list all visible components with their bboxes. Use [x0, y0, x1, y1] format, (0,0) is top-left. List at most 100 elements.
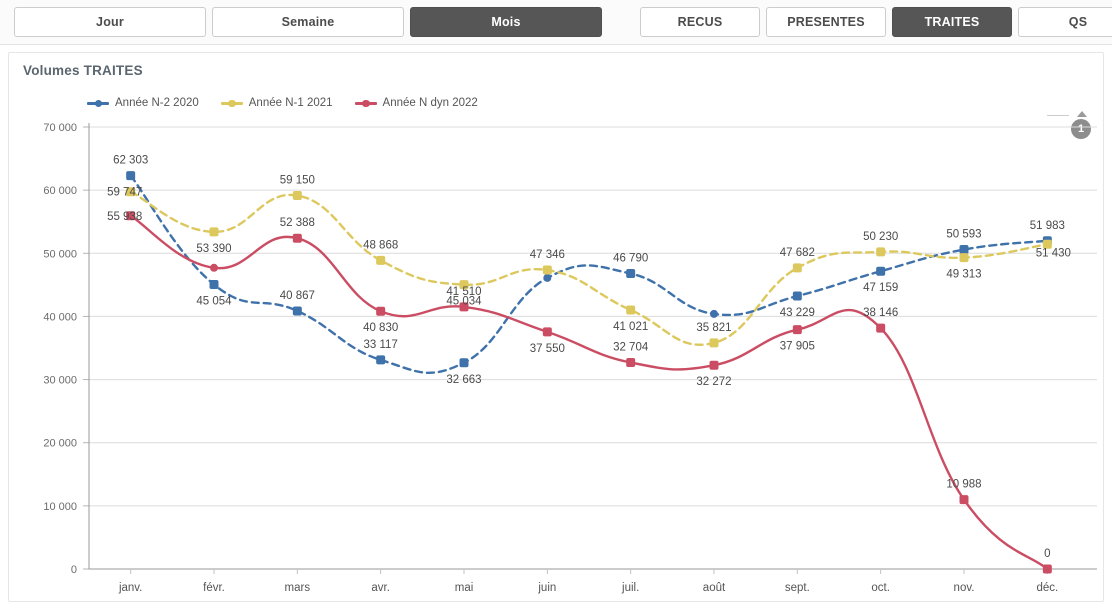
x-axis-label: août: [703, 582, 726, 594]
data-label: 41 021: [613, 321, 648, 333]
legend-item-2[interactable]: Année N-1 2021: [220, 97, 333, 109]
data-point-marker[interactable]: [543, 273, 552, 282]
data-point-marker[interactable]: [959, 245, 969, 255]
data-label: 37 905: [780, 341, 815, 353]
data-point-marker[interactable]: [792, 291, 802, 301]
data-point-marker[interactable]: [542, 265, 552, 275]
x-axis-label: nov.: [954, 582, 975, 594]
data-label: 32 663: [446, 374, 481, 386]
legend-marker-icon: [354, 98, 377, 108]
x-axis-label: déc.: [1036, 582, 1058, 594]
data-label: 59 150: [280, 175, 315, 187]
data-label: 59 747: [107, 187, 142, 199]
data-point-marker[interactable]: [126, 187, 136, 197]
legend-label: Année N-2 2020: [115, 97, 199, 109]
data-point-marker[interactable]: [792, 263, 802, 273]
tab-traites[interactable]: TRAITES: [892, 7, 1012, 37]
data-point-marker[interactable]: [209, 227, 219, 237]
data-label: 52 388: [280, 217, 315, 229]
data-point-marker[interactable]: [210, 263, 218, 272]
data-point-marker[interactable]: [376, 306, 386, 316]
y-axis-label: 30 000: [43, 375, 77, 387]
data-point-marker[interactable]: [709, 360, 719, 370]
data-point-marker[interactable]: [876, 247, 886, 257]
chart-card: Volumes TRAITES Année N-2 2020 Année N-1 …: [8, 52, 1104, 602]
data-label: 10 988: [946, 479, 981, 491]
data-label: 49 313: [946, 269, 981, 281]
data-point-marker[interactable]: [959, 253, 969, 263]
y-axis-label: 10 000: [43, 501, 77, 513]
legend-item-3[interactable]: Année N dyn 2022: [354, 97, 478, 109]
badge-rule: [1047, 115, 1069, 116]
data-point-marker[interactable]: [376, 355, 386, 365]
data-point-marker[interactable]: [626, 269, 636, 279]
data-point-marker[interactable]: [376, 255, 386, 265]
data-point-marker[interactable]: [710, 309, 718, 318]
data-label: 32 272: [696, 376, 731, 388]
data-label: 40 867: [280, 290, 315, 302]
data-point-marker[interactable]: [126, 211, 136, 221]
y-axis-label: 60 000: [43, 185, 77, 197]
top-toolbar: Jour Semaine Mois RECUS PRESENTES TRAITES QS: [0, 0, 1112, 45]
data-point-marker[interactable]: [292, 306, 302, 316]
x-axis-label: oct.: [871, 582, 890, 594]
x-axis-label: févr.: [203, 582, 225, 594]
data-point-marker[interactable]: [292, 191, 302, 201]
data-point-marker[interactable]: [292, 233, 302, 243]
status-tab-group: RECUS PRESENTES TRAITES QS: [640, 0, 1112, 45]
data-point-marker[interactable]: [959, 495, 969, 505]
data-point-marker[interactable]: [876, 323, 886, 333]
notification-badge[interactable]: 1: [1047, 111, 1095, 147]
data-point-marker[interactable]: [1042, 239, 1052, 249]
data-label: 46 790: [613, 253, 648, 265]
data-point-marker[interactable]: [709, 338, 719, 348]
data-point-marker[interactable]: [876, 266, 886, 276]
data-label: 55 938: [107, 211, 142, 223]
period-tab-group: Jour Semaine Mois: [14, 0, 608, 45]
tab-semaine[interactable]: Semaine: [212, 7, 404, 37]
x-axis-label: juin: [537, 582, 556, 594]
data-label: 33 117: [364, 339, 398, 351]
data-label: 47 346: [530, 249, 565, 261]
data-point-marker[interactable]: [209, 280, 219, 290]
legend-item-1[interactable]: Année N-2 2020: [87, 97, 199, 109]
chart-plot-area: 0 10 000 20 000 30 000 40 000 50 000 60 000 70 …: [9, 53, 1105, 603]
line-chart-svg: 0 10 000 20 000 30 000 40 000 50 000 60 000 70 …: [43, 122, 1097, 594]
y-axis-label: 20 000: [43, 438, 77, 450]
data-point-marker[interactable]: [459, 302, 469, 312]
data-point-marker[interactable]: [626, 305, 636, 315]
y-axis-label: 50 000: [43, 248, 77, 260]
x-axis-label: mars: [285, 582, 311, 594]
x-axis-label: sept.: [785, 582, 810, 594]
tab-jour[interactable]: Jour: [14, 7, 206, 37]
tab-recus[interactable]: RECUS: [640, 7, 760, 37]
y-axis-label: 70 000: [43, 122, 77, 134]
legend-label: Année N-1 2021: [248, 97, 333, 109]
tab-mois[interactable]: Mois: [410, 7, 602, 37]
x-axis-label: juil.: [621, 582, 639, 594]
data-label: 43 229: [780, 307, 815, 319]
data-point-marker[interactable]: [626, 357, 636, 367]
data-label: 50 593: [946, 229, 981, 241]
data-label: 35 821: [696, 322, 731, 334]
data-label: 53 390: [196, 243, 231, 255]
data-point-marker[interactable]: [459, 280, 469, 290]
data-point-marker[interactable]: [126, 171, 136, 181]
data-point-marker[interactable]: [542, 327, 552, 337]
caret-up-icon: [1077, 111, 1087, 117]
tab-presentes[interactable]: PRESENTES: [766, 7, 886, 37]
data-label: 51 983: [1030, 220, 1065, 232]
data-label: 45 054: [196, 296, 232, 308]
data-label: 62 303: [113, 155, 148, 167]
data-point-marker[interactable]: [792, 325, 802, 335]
data-point-marker[interactable]: [459, 358, 469, 368]
series-line-2: [129, 190, 1049, 346]
tab-qs[interactable]: QS: [1018, 7, 1112, 37]
legend-label: Année N dyn 2022: [382, 97, 478, 109]
data-label: 50 230: [863, 231, 898, 243]
data-point-marker[interactable]: [1042, 564, 1052, 574]
data-label: 40 830: [363, 322, 398, 334]
x-axis-label: mai: [455, 582, 474, 594]
legend-marker-icon: [87, 98, 109, 108]
